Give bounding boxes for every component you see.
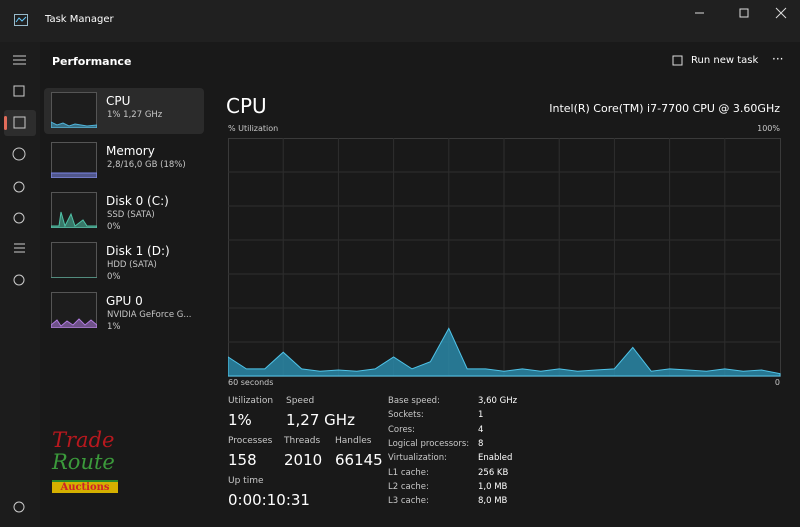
stat-label: Speed bbox=[286, 396, 315, 406]
stat-label: Handles bbox=[335, 436, 372, 446]
spec-label: Sockets: bbox=[388, 410, 424, 421]
item-thumbnail bbox=[51, 142, 97, 178]
processor-name: Intel(R) Core(TM) i7-7700 CPU @ 3.60GHz bbox=[549, 102, 780, 115]
cpu-area bbox=[228, 327, 781, 377]
spec-value: 1,0 MB bbox=[478, 481, 508, 492]
stat-value: 66145 bbox=[335, 451, 383, 469]
item-detail: 0% bbox=[107, 272, 121, 282]
item-name: GPU 0 bbox=[106, 294, 143, 308]
spec-value: 3,60 GHz bbox=[478, 396, 518, 406]
item-detail: 1% bbox=[107, 322, 121, 332]
thumb-graph bbox=[51, 121, 97, 128]
spec-label: Base speed: bbox=[388, 396, 440, 406]
spec-label: L1 cache: bbox=[388, 467, 429, 478]
item-name: Memory bbox=[106, 144, 155, 158]
item-detail: 0% bbox=[107, 222, 121, 232]
spec-value: 8 bbox=[478, 438, 484, 449]
more-button[interactable]: ··· bbox=[772, 52, 784, 66]
spec-label: Virtualization: bbox=[388, 453, 447, 464]
watermark-line: Auctions bbox=[52, 480, 118, 493]
spec-label: Cores: bbox=[388, 424, 415, 435]
item-thumbnail bbox=[51, 92, 97, 128]
thumb-frame bbox=[51, 242, 97, 278]
item-name: Disk 1 (D:) bbox=[106, 244, 170, 258]
stat-label: Processes bbox=[228, 436, 273, 446]
item-thumbnail bbox=[51, 292, 97, 328]
run-task-button[interactable]: Run new task bbox=[691, 55, 759, 66]
item-detail: 1% 1,27 GHz bbox=[107, 110, 163, 120]
spec-label: Logical processors: bbox=[388, 438, 470, 449]
title-bar bbox=[0, 0, 800, 42]
item-detail: NVIDIA GeForce G... bbox=[107, 310, 192, 320]
graph-y-label: % Utilization bbox=[228, 124, 279, 133]
stat-value: 2010 bbox=[284, 451, 323, 469]
graph-x-label: 60 seconds bbox=[228, 378, 274, 387]
item-thumbnail bbox=[51, 242, 97, 278]
item-detail: HDD (SATA) bbox=[107, 260, 157, 270]
main-title: CPU bbox=[226, 94, 267, 118]
thumb-graph bbox=[51, 211, 97, 228]
app-icon bbox=[14, 14, 28, 26]
spec-value: 1 bbox=[478, 410, 484, 421]
thumb-frame bbox=[51, 142, 97, 178]
item-detail: 2,8/16,0 GB (18%) bbox=[107, 160, 186, 170]
cpu-graph bbox=[228, 138, 781, 377]
stat-label: Up time bbox=[228, 476, 264, 486]
stat-value: 1,27 GHz bbox=[286, 411, 355, 429]
watermark-line: Trade bbox=[52, 428, 115, 452]
watermark-line: Route bbox=[52, 450, 115, 474]
graph-x-min: 0 bbox=[774, 378, 780, 387]
nav-icons[interactable] bbox=[0, 48, 40, 518]
graph-y-max: 100% bbox=[757, 124, 780, 133]
window-controls[interactable] bbox=[690, 6, 795, 20]
stat-label: Threads bbox=[284, 436, 321, 446]
item-thumbnail bbox=[51, 192, 97, 228]
thumb-frame bbox=[51, 92, 97, 128]
stat-value: 158 bbox=[228, 451, 257, 469]
stat-label: Utilization bbox=[228, 396, 274, 406]
item-detail: SSD (SATA) bbox=[107, 210, 155, 220]
run-task-icon[interactable] bbox=[672, 55, 684, 67]
window-title: Task Manager bbox=[45, 14, 114, 25]
spec-value: Enabled bbox=[478, 453, 513, 464]
spec-value: 8,0 MB bbox=[478, 496, 508, 507]
stat-value: 0:00:10:31 bbox=[228, 491, 310, 509]
thumb-graph bbox=[51, 172, 97, 178]
thumb-graph bbox=[51, 318, 97, 328]
item-name: CPU bbox=[106, 94, 131, 108]
spec-label: L3 cache: bbox=[388, 496, 429, 507]
page-title: Performance bbox=[52, 55, 132, 68]
item-name: Disk 0 (C:) bbox=[106, 194, 169, 208]
spec-value: 256 KB bbox=[478, 467, 509, 478]
stat-value: 1% bbox=[228, 411, 252, 429]
spec-value: 4 bbox=[478, 424, 484, 435]
spec-label: L2 cache: bbox=[388, 481, 429, 492]
